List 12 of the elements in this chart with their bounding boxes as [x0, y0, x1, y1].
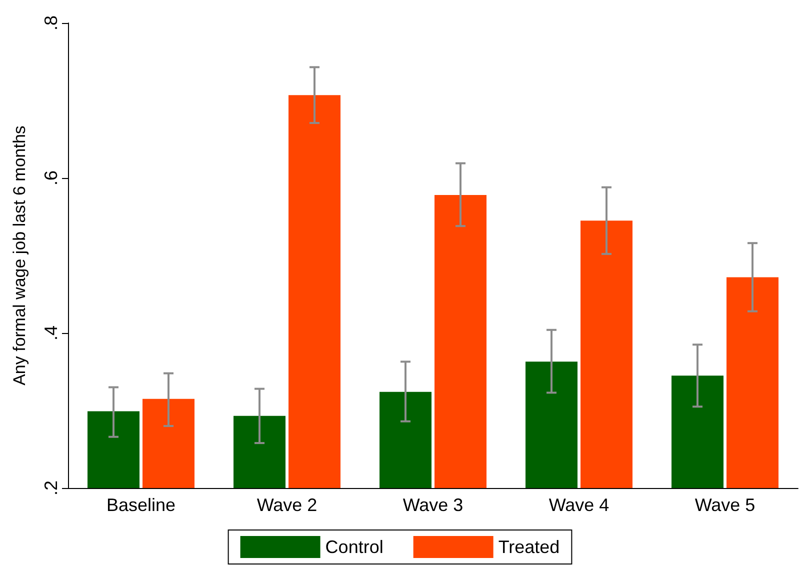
legend-label: Treated [498, 537, 560, 557]
x-tick-label: Wave 3 [402, 495, 464, 515]
x-tick-label: Baseline [106, 495, 176, 515]
y-axis-title: Any formal wage job last 6 months [10, 126, 29, 386]
x-tick-label: Wave 5 [694, 495, 756, 515]
legend-label: Control [325, 537, 384, 557]
y-tick-label: .2 [41, 480, 61, 496]
x-tick-label: Wave 2 [256, 495, 318, 515]
y-tick-label: .8 [41, 15, 61, 31]
y-tick-label: .6 [41, 170, 61, 186]
y-tick-label: .4 [41, 325, 61, 341]
x-tick-label: Wave 4 [548, 495, 610, 515]
